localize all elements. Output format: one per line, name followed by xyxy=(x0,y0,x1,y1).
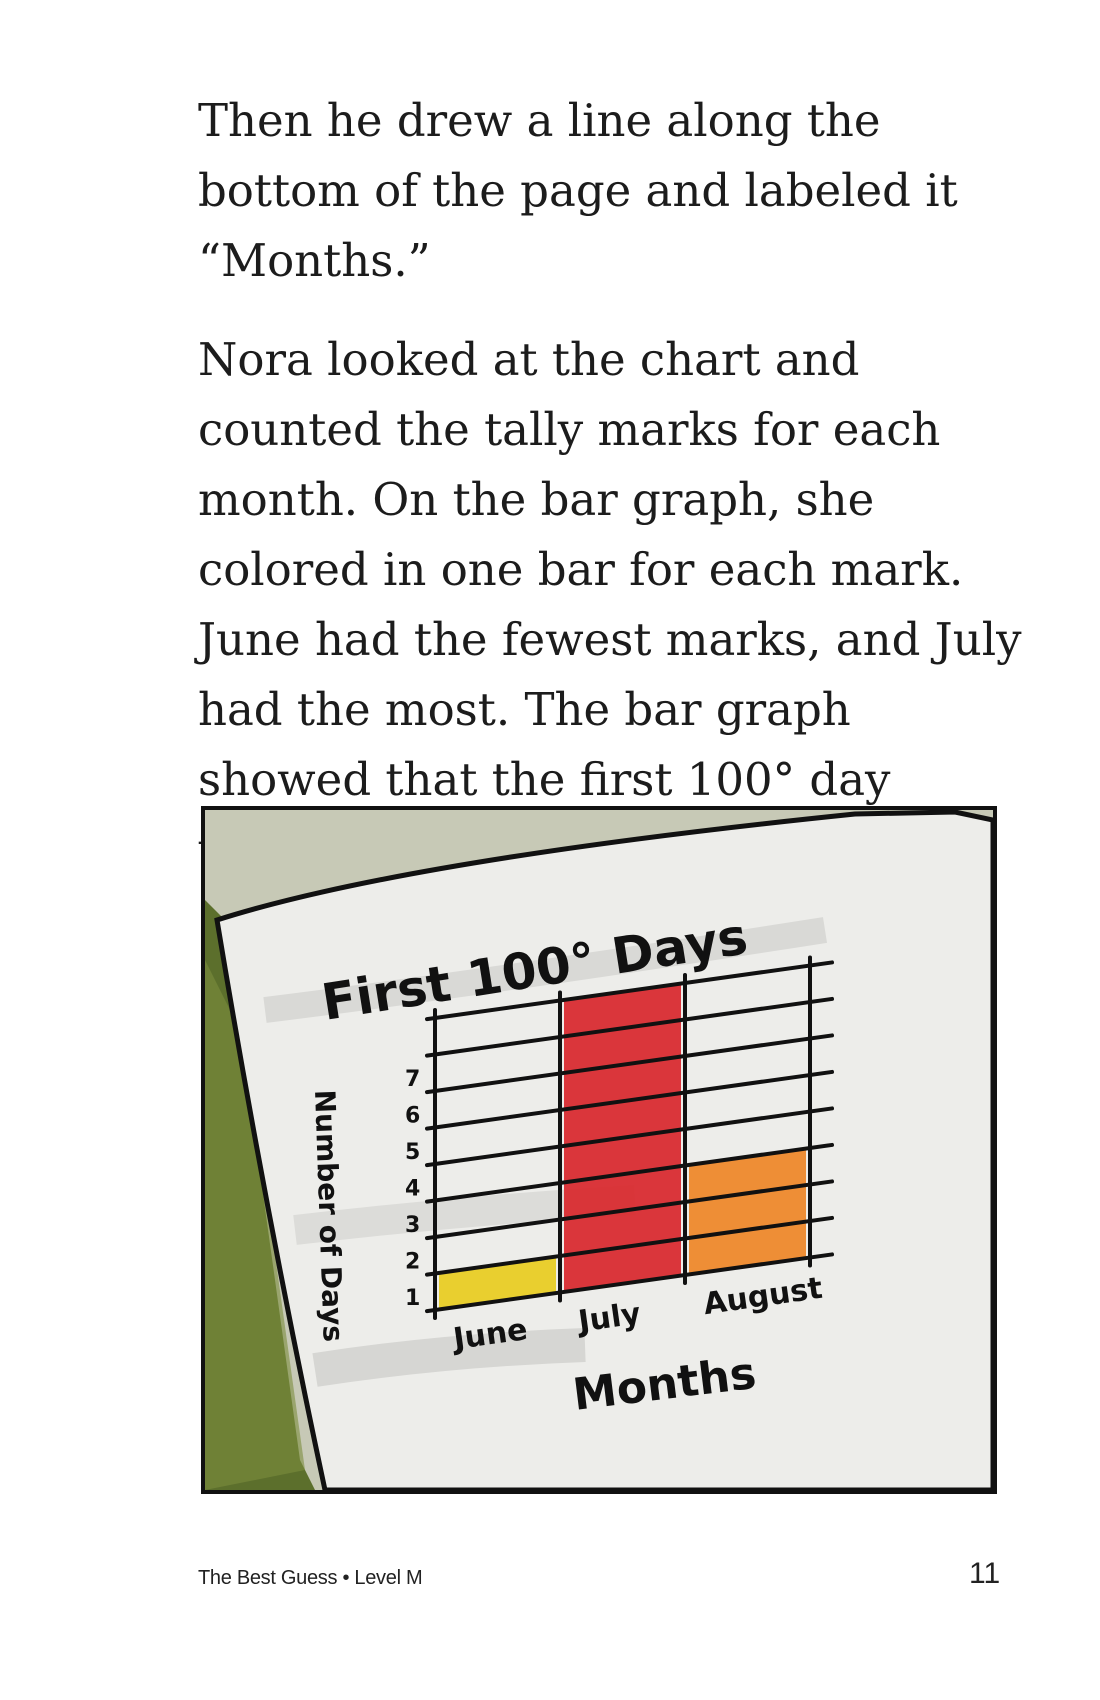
y-tick-label: 6 xyxy=(405,1103,420,1128)
grid-line xyxy=(425,1252,834,1314)
y-tick-label: 2 xyxy=(405,1249,420,1274)
y-tick-label: 3 xyxy=(405,1213,420,1238)
paragraph-1: Then he drew a line along the bottom of … xyxy=(198,94,958,287)
y-tick-label: 5 xyxy=(405,1140,420,1165)
grid-line xyxy=(425,1179,834,1241)
grid-line xyxy=(425,996,834,1058)
y-tick-label: 1 xyxy=(405,1286,420,1311)
paragraph-2: Nora looked at the chart and counted the… xyxy=(198,333,1022,876)
page-number: 11 xyxy=(969,1557,1001,1590)
y-tick-label: 4 xyxy=(405,1176,420,1201)
bar-august xyxy=(689,1148,806,1275)
grid-line xyxy=(425,960,834,1022)
grid-line xyxy=(425,1215,834,1277)
grid-line xyxy=(425,1106,834,1168)
y-tick-label: 7 xyxy=(405,1067,420,1092)
grid-line xyxy=(425,1069,834,1131)
grid-line xyxy=(425,1142,834,1204)
story-text: Then he drew a line along the bottom of … xyxy=(198,86,1038,914)
book-title-footer: The Best Guess • Level M xyxy=(198,1567,423,1589)
grid-line xyxy=(425,1033,834,1095)
